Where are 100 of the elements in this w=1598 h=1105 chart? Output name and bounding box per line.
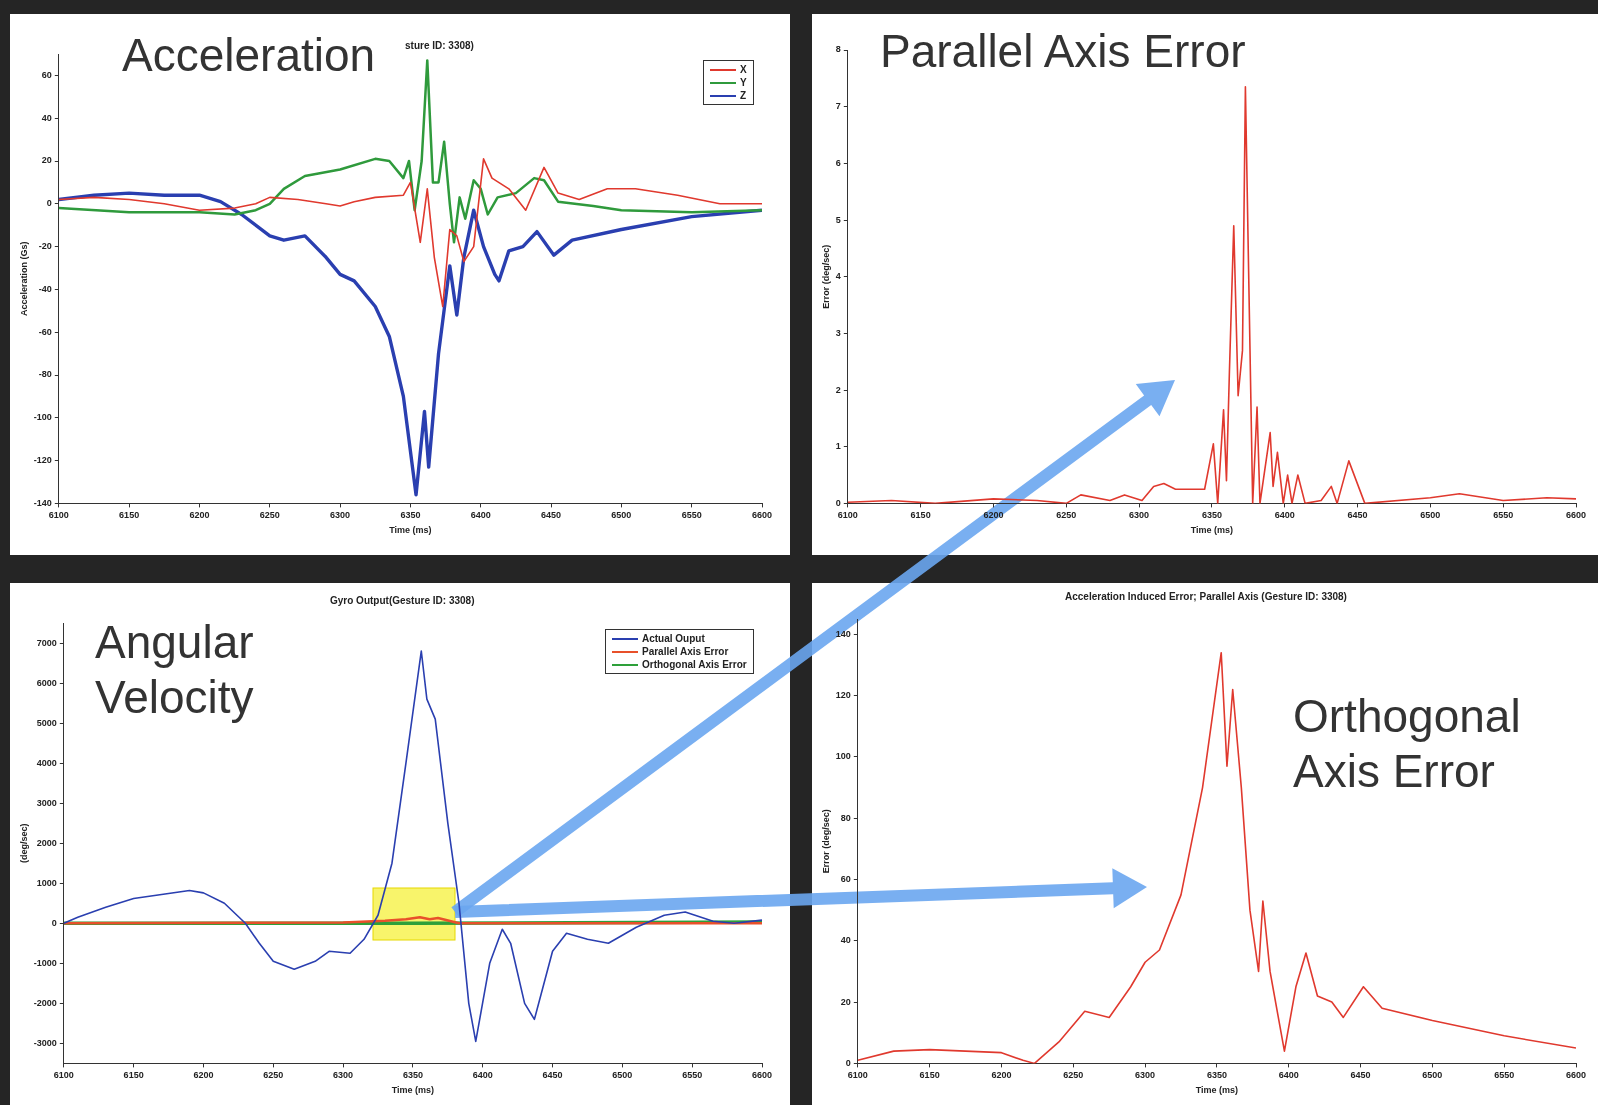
y-tick-label: -60	[38, 326, 52, 337]
y-tick-label: 4	[835, 271, 841, 282]
y-tick-label: 20	[840, 996, 851, 1007]
y-tick-label: 120	[835, 690, 851, 701]
x-tick-label: 6150	[123, 1070, 144, 1081]
chart-subtitle: sture ID: 3308)	[405, 40, 474, 51]
y-tick-label: 3	[835, 327, 841, 338]
y-tick-label: -20	[38, 241, 52, 252]
y-tick-label: -140	[33, 497, 52, 508]
chart-title: Acceleration	[122, 29, 376, 81]
x-tick-label: 6400	[1278, 1070, 1299, 1081]
y-tick-label: 40	[840, 935, 851, 946]
x-tick-label: 6550	[682, 1070, 703, 1081]
y-tick-label: 5	[835, 214, 841, 225]
x-tick-label: 6500	[1422, 1070, 1443, 1081]
y-tick-label: -80	[38, 369, 52, 380]
x-tick-label: 6200	[991, 1070, 1012, 1081]
x-axis-title: Time (ms)	[1190, 525, 1234, 536]
x-tick-label: 6400	[1274, 510, 1295, 521]
x-tick-label: 6100	[53, 1070, 74, 1081]
y-tick-label: -3000	[33, 1037, 57, 1048]
x-tick-label: 6200	[193, 1070, 214, 1081]
x-tick-label: 6350	[1201, 510, 1222, 521]
legend-label: Y	[739, 76, 747, 89]
y-tick-label: -120	[33, 455, 52, 466]
x-tick-label: 6500	[611, 510, 632, 521]
y-tick-label: 0	[845, 1057, 851, 1068]
x-tick-label: 6350	[1206, 1070, 1227, 1081]
y-axis-title: Error (deg/sec)	[820, 809, 831, 874]
x-tick-label: 6600	[1565, 510, 1587, 521]
x-tick-label: 6300	[1135, 1070, 1156, 1081]
x-tick-label: 6100	[837, 510, 858, 521]
x-tick-label: 6250	[263, 1070, 284, 1081]
legend-label: Orthogonal Axis Error	[641, 658, 747, 671]
x-tick-label: 6550	[1493, 510, 1514, 521]
text: Angular Velocity	[95, 615, 255, 726]
y-tick-label: 100	[835, 751, 851, 762]
y-tick-label: 7000	[36, 637, 57, 648]
x-tick-label: 6400	[470, 510, 491, 521]
x-tick-label: 6250	[259, 510, 280, 521]
x-tick-label: 6600	[1565, 1070, 1587, 1081]
x-tick-label: 6300	[330, 510, 351, 521]
x-axis-title: Time (ms)	[391, 1085, 435, 1096]
legend-label: Actual Ouput	[641, 632, 706, 645]
x-tick-label: 6150	[919, 1070, 940, 1081]
y-axis-title: Acceleration (Gs)	[18, 241, 29, 316]
y-tick-label: 0	[46, 198, 52, 209]
y-tick-label: 2	[835, 384, 841, 395]
chart-title: Parallel Axis Error	[880, 24, 1247, 79]
y-tick-label: 4000	[36, 757, 57, 768]
y-axis-title: (deg/sec)	[18, 823, 29, 863]
legend-label: Parallel Axis Error	[641, 645, 730, 658]
text: Orthogonal Axis Error	[1293, 689, 1522, 800]
x-tick-label: 6200	[983, 510, 1004, 521]
y-tick-label: 60	[41, 69, 52, 80]
x-tick-label: 6350	[400, 510, 421, 521]
x-tick-label: 6100	[48, 510, 69, 521]
y-tick-label: 0	[51, 917, 57, 928]
x-tick-label: 6200	[189, 510, 210, 521]
x-tick-label: 6450	[1350, 1070, 1371, 1081]
y-tick-label: 60	[840, 873, 851, 884]
y-tick-label: 80	[840, 812, 851, 823]
x-tick-label: 6100	[847, 1070, 868, 1081]
y-tick-label: -40	[38, 283, 52, 294]
x-axis-title: Time (ms)	[389, 525, 432, 536]
legend-label: Z	[739, 89, 747, 102]
y-tick-label: -2000	[33, 997, 57, 1008]
x-tick-label: 6300	[333, 1070, 354, 1081]
x-tick-label: 6450	[541, 510, 562, 521]
y-tick-label: 5000	[36, 717, 57, 728]
y-tick-label: 2000	[36, 837, 57, 848]
x-tick-label: 6400	[472, 1070, 493, 1081]
x-tick-label: 6250	[1063, 1070, 1084, 1081]
x-tick-label: 6550	[1494, 1070, 1515, 1081]
chart-subtitle: Acceleration Induced Error; Parallel Axis (Gesture ID: 3308)	[1065, 591, 1347, 602]
x-tick-label: 6550	[681, 510, 702, 521]
y-tick-label: 0	[835, 497, 841, 508]
y-tick-label: -1000	[33, 957, 57, 968]
y-tick-label: 1	[835, 441, 841, 452]
x-tick-label: 6500	[1420, 510, 1441, 521]
x-tick-label: 6500	[612, 1070, 633, 1081]
x-axis-title: Time (ms)	[1195, 1085, 1239, 1096]
legend-label: X	[739, 63, 747, 76]
x-tick-label: 6300	[1129, 510, 1150, 521]
y-tick-label: -100	[33, 412, 52, 423]
x-tick-label: 6250	[1056, 510, 1077, 521]
y-tick-label: 7	[835, 101, 841, 112]
y-tick-label: 6	[835, 157, 841, 168]
x-tick-label: 6150	[119, 510, 140, 521]
x-tick-label: 6450	[1347, 510, 1368, 521]
y-tick-label: 40	[41, 112, 52, 123]
chart-subtitle: Gyro Output(Gesture ID: 3308)	[330, 595, 475, 606]
y-tick-label: 8	[835, 44, 841, 55]
y-tick-label: 6000	[36, 677, 57, 688]
y-tick-label: 1000	[36, 877, 57, 888]
y-axis-title: Error (deg/sec)	[820, 244, 831, 309]
x-tick-label: 6600	[751, 510, 773, 521]
x-tick-label: 6350	[402, 1070, 423, 1081]
x-tick-label: 6150	[910, 510, 931, 521]
x-tick-label: 6600	[751, 1070, 773, 1081]
